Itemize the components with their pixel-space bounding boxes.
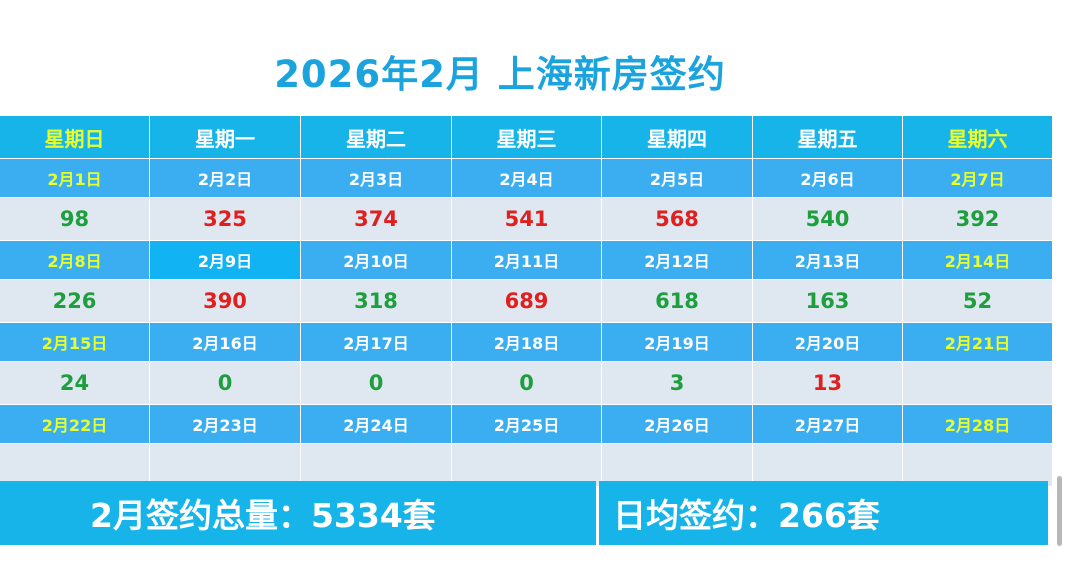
date-cell: 2月7日 — [903, 159, 1052, 197]
date-cell: 2月10日 — [301, 241, 451, 279]
weekday-header: 星期日 — [0, 116, 149, 158]
signing-count-cell: 163 — [753, 280, 902, 322]
signing-count-cell: 226 — [0, 280, 149, 322]
signing-count-cell: 618 — [602, 280, 752, 322]
signing-count-cell: 325 — [150, 198, 300, 240]
date-cell: 2月17日 — [301, 323, 451, 361]
date-cell: 2月18日 — [452, 323, 601, 361]
date-cell: 2月24日 — [301, 405, 451, 443]
signing-count-cell — [903, 362, 1052, 404]
date-cell: 2月5日 — [602, 159, 752, 197]
date-cell: 2月12日 — [602, 241, 752, 279]
weekday-header: 星期六 — [903, 116, 1052, 158]
signing-count-cell: 540 — [753, 198, 902, 240]
date-cell: 2月26日 — [602, 405, 752, 443]
signing-count-cell: 390 — [150, 280, 300, 322]
date-cell: 2月25日 — [452, 405, 601, 443]
date-cell: 2月22日 — [0, 405, 149, 443]
date-cell: 2月2日 — [150, 159, 300, 197]
date-cell: 2月14日 — [903, 241, 1052, 279]
date-cell: 2月20日 — [753, 323, 902, 361]
signing-count-cell: 392 — [903, 198, 1052, 240]
date-cell: 2月11日 — [452, 241, 601, 279]
date-cell: 2月19日 — [602, 323, 752, 361]
date-cell: 2月3日 — [301, 159, 451, 197]
signing-count-cell: 13 — [753, 362, 902, 404]
signing-count-cell: 374 — [301, 198, 451, 240]
weekday-header: 星期一 — [150, 116, 300, 158]
date-cell: 2月4日 — [452, 159, 601, 197]
date-cell: 2月23日 — [150, 405, 300, 443]
signing-count-cell: 24 — [0, 362, 149, 404]
weekday-header: 星期二 — [301, 116, 451, 158]
weekday-header: 星期五 — [753, 116, 902, 158]
signing-count-cell: 0 — [150, 362, 300, 404]
scrollbar[interactable] — [1057, 476, 1062, 546]
date-cell: 2月6日 — [753, 159, 902, 197]
signing-count-cell: 3 — [602, 362, 752, 404]
signing-count-cell — [903, 444, 1052, 486]
signing-count-cell: 52 — [903, 280, 1052, 322]
date-cell: 2月28日 — [903, 405, 1052, 443]
signing-count-cell: 0 — [452, 362, 601, 404]
weekday-header: 星期三 — [452, 116, 601, 158]
signing-count-cell: 98 — [0, 198, 149, 240]
date-cell: 2月9日 — [150, 241, 300, 279]
signing-count-cell: 318 — [301, 280, 451, 322]
date-cell: 2月27日 — [753, 405, 902, 443]
date-cell: 2月1日 — [0, 159, 149, 197]
signing-count-cell — [301, 444, 451, 486]
monthly-total-banner: 2月签约总量：5334套 — [0, 481, 596, 545]
signing-count-cell: 541 — [452, 198, 601, 240]
date-cell: 2月16日 — [150, 323, 300, 361]
calendar-table: 星期日 星期一 星期二 星期三 星期四 星期五 星期六 2月1日 2月2日 2月3日 2月4日 2月5… — [0, 116, 1052, 486]
page-title: 2026年2月 上海新房签约 — [274, 53, 726, 96]
signing-count-cell — [602, 444, 752, 486]
signing-count-cell: 568 — [602, 198, 752, 240]
date-cell: 2月13日 — [753, 241, 902, 279]
signing-count-cell — [150, 444, 300, 486]
daily-average-banner: 日均签约：266套 — [599, 481, 1048, 545]
date-cell: 2月15日 — [0, 323, 149, 361]
signing-count-cell — [452, 444, 601, 486]
weekday-header: 星期四 — [602, 116, 752, 158]
date-cell: 2月21日 — [903, 323, 1052, 361]
signing-count-cell — [0, 444, 149, 486]
signing-count-cell: 0 — [301, 362, 451, 404]
date-cell: 2月8日 — [0, 241, 149, 279]
signing-count-cell: 689 — [452, 280, 601, 322]
signing-count-cell — [753, 444, 902, 486]
